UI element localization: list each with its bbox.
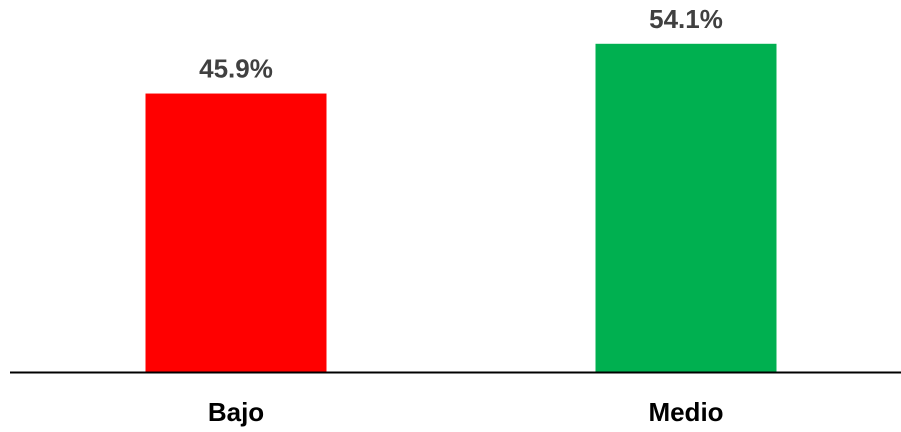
category-label-bajo: Bajo bbox=[208, 397, 264, 427]
data-label-bajo: 45.9% bbox=[199, 54, 273, 84]
category-label-medio: Medio bbox=[648, 397, 723, 427]
bar-bajo bbox=[145, 93, 327, 372]
bar-medio bbox=[595, 43, 777, 372]
data-label-medio: 54.1% bbox=[649, 4, 723, 34]
